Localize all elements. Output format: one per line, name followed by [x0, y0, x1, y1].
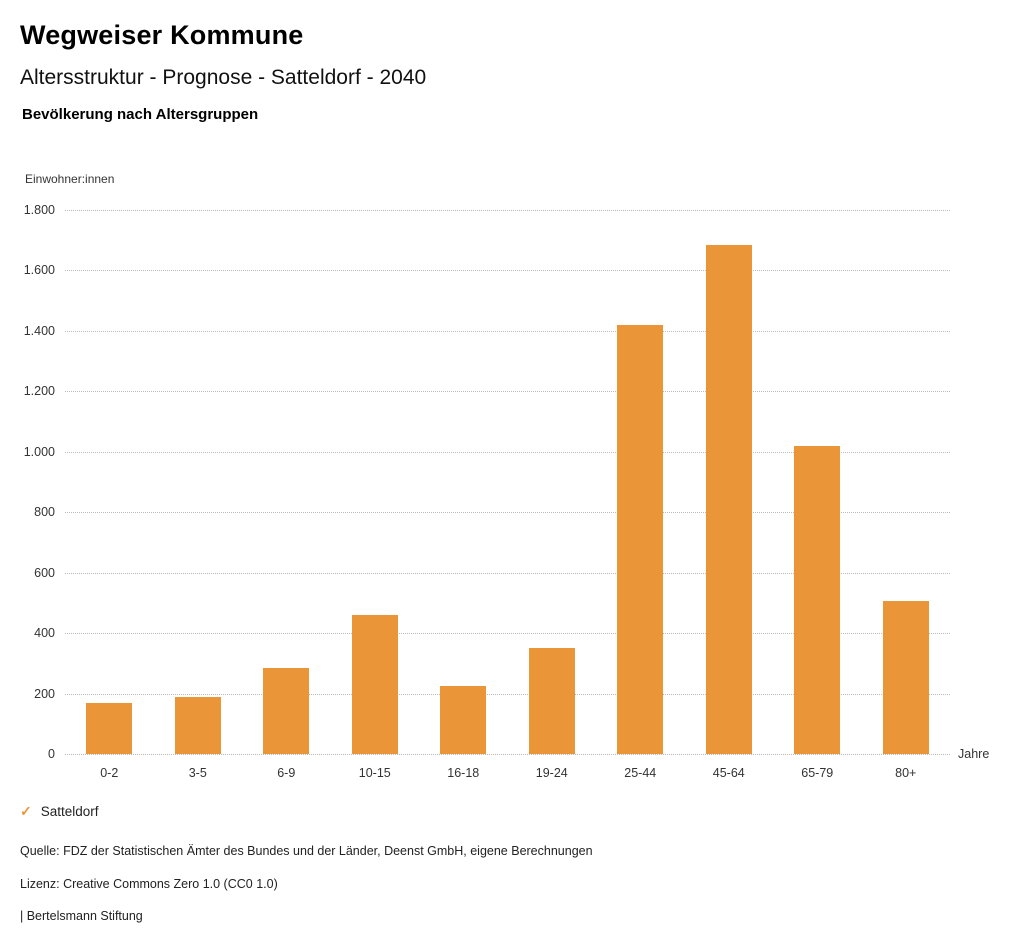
chart-title: Altersstruktur - Prognose - Satteldorf -…: [20, 66, 427, 89]
bars-container: 0-2 3-5 6-9 10-15 16-18 19-24 25-44 45-64 65-79 8…: [65, 210, 951, 780]
bar-slot: 19-24: [508, 210, 597, 780]
y-axis-title: Einwohner:innen: [25, 172, 115, 186]
bar-slot: 6-9: [242, 210, 331, 780]
y-axis-tick-label: 200: [34, 686, 55, 701]
y-axis-tick-label: 1.000: [23, 444, 55, 459]
y-axis-tick-label: 800: [34, 505, 55, 520]
bar-slot: 45-64: [685, 210, 774, 780]
gridline: [65, 451, 950, 453]
legend-label: Satteldorf: [40, 804, 99, 819]
bar-slot: 3-5: [154, 210, 243, 780]
x-axis-tick-label: 19-24: [535, 766, 568, 780]
y-axis-tick-label: 1.400: [23, 323, 55, 338]
gridline: [65, 512, 950, 514]
x-axis-tick-label: 16-18: [447, 766, 480, 780]
y-axis-tick-label: 1.600: [23, 263, 55, 278]
chart-subtitle: Bevölkerung nach Altersgruppen: [22, 106, 259, 123]
bar-10-15[interactable]: [351, 614, 398, 754]
gridline: [65, 330, 950, 332]
x-axis-tick-label: 6-9: [277, 766, 296, 780]
bar-19-24[interactable]: [528, 648, 575, 754]
bar-chart-plot-area: Jahre 0 200 400 600 800 1.000 1.200 1.400 1.600 1…: [24, 203, 990, 780]
gridline: [65, 754, 950, 755]
y-axis-tick-label: 1.800: [23, 203, 55, 217]
bar-slot: 25-44: [596, 210, 685, 780]
source-text: Quelle: FDZ der Statistischen Ämter des …: [20, 844, 593, 858]
x-axis-tick-label: 25-44: [624, 766, 657, 780]
bar-slot: 0-2: [65, 210, 154, 780]
bar-slot: 16-18: [419, 210, 508, 780]
x-axis-tick-label: 10-15: [358, 766, 391, 780]
gridline: [65, 210, 950, 211]
gridline: [65, 270, 950, 272]
footer: Quelle: FDZ der Statistischen Ämter des …: [20, 844, 593, 942]
x-axis-tick-label: 3-5: [188, 766, 207, 780]
license-text: Lizenz: Creative Commons Zero 1.0 (CC0 1…: [20, 876, 278, 891]
attribution-text: | Bertelsmann Stiftung: [20, 909, 143, 923]
app-title: Wegweiser Kommune: [20, 20, 304, 50]
bar-slot: 80+: [862, 210, 951, 780]
bar-slot: 65-79: [773, 210, 862, 780]
bar-65-79[interactable]: [794, 445, 841, 754]
x-axis-tick-label: 65-79: [801, 766, 834, 780]
y-axis-tick-label: 0: [48, 747, 55, 761]
bar-6-9[interactable]: [263, 667, 310, 754]
bar-3-5[interactable]: [174, 696, 221, 754]
bar-25-44[interactable]: [617, 324, 664, 754]
bar-16-18[interactable]: [440, 686, 487, 754]
legend-check-icon: ✓: [20, 803, 32, 819]
gridline: [65, 572, 950, 574]
legend-item-satteldorf[interactable]: ✓ Satteldorf: [20, 803, 99, 820]
bar-0-2[interactable]: [86, 702, 133, 754]
y-axis-tick-label: 1.200: [23, 384, 55, 399]
bar-45-64[interactable]: [705, 244, 752, 754]
y-axis-tick-label: 400: [34, 626, 55, 641]
x-axis-tick-label: 45-64: [712, 766, 745, 780]
bar-slot: 10-15: [331, 210, 420, 780]
gridline: [65, 693, 950, 695]
x-axis-tick-label: 80+: [895, 766, 917, 780]
bar-80+[interactable]: [882, 601, 929, 754]
y-axis-tick-label: 600: [34, 565, 55, 580]
gridline: [65, 633, 950, 635]
x-axis-tick-label: 0-2: [100, 766, 119, 780]
gridline: [65, 391, 950, 393]
x-axis-title: Jahre: [958, 747, 990, 761]
